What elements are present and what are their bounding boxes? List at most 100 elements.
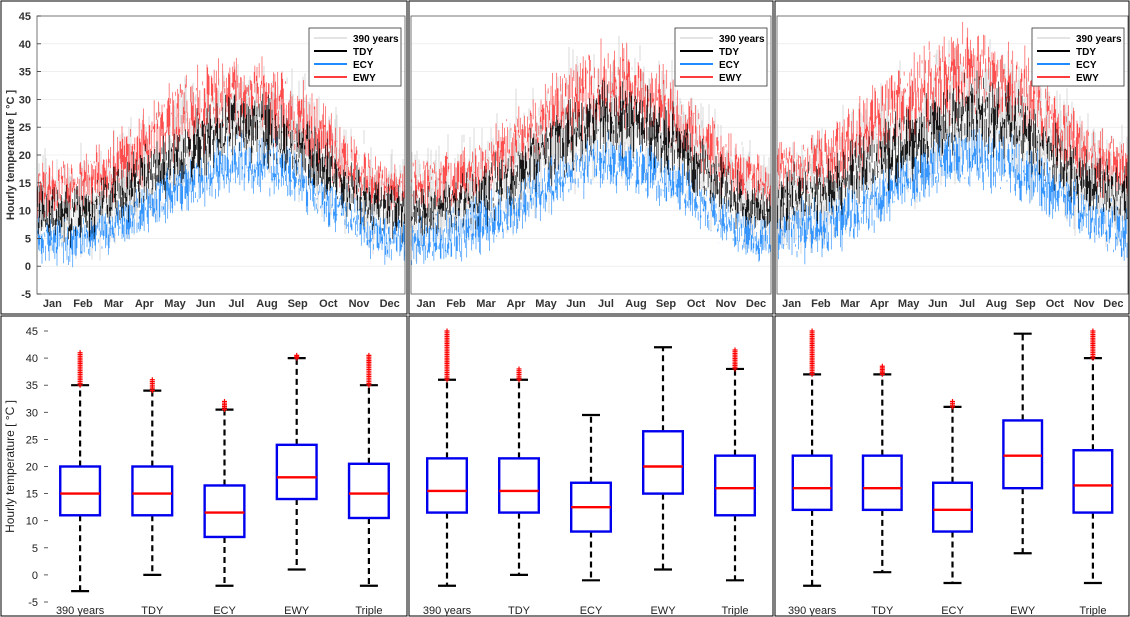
x-tick-label: Apr [870, 298, 890, 310]
line-chart-panel-2 [410, 15, 772, 295]
x-tick-label: Jul [598, 298, 614, 310]
legend-label: TDY [719, 47, 739, 58]
x-tick-label: ECY [213, 605, 236, 617]
legend-label: 390 years [719, 34, 765, 45]
x-tick-label: Dec [1103, 298, 1123, 310]
x-tick-label: Dec [746, 298, 766, 310]
y-tick-label: 45 [26, 326, 38, 338]
outliers [77, 350, 83, 388]
panel-frame [774, 0, 1130, 315]
y-tick-label: 15 [19, 178, 31, 190]
box [1072, 449, 1114, 514]
y-tick-label: 30 [26, 407, 38, 419]
y-tick-label: 5 [32, 543, 38, 555]
x-tick-label: Sep [1016, 298, 1036, 310]
outliers [950, 398, 955, 410]
y-tick-label: 25 [26, 434, 38, 446]
panel-frame [408, 0, 774, 315]
x-tick-label: 390 years [423, 605, 472, 617]
x-tick-label: Nov [716, 298, 738, 310]
panel-frame [0, 315, 408, 617]
box-chart-panel-3 [791, 328, 1114, 587]
x-tick-label: Nov [349, 298, 371, 310]
x-tick-label: Aug [256, 298, 277, 310]
y-tick-label: 30 [19, 94, 31, 106]
legend-label: 390 years [353, 34, 399, 45]
x-tick-label: Sep [288, 298, 308, 310]
x-tick-label: Oct [319, 298, 338, 310]
x-tick-label: May [535, 298, 557, 310]
x-tick-label: Feb [446, 298, 466, 310]
plot-area [410, 15, 772, 295]
x-tick-label: Triple [355, 605, 382, 617]
line-chart-panel-3 [776, 15, 1129, 295]
x-tick-label: ECY [580, 605, 603, 617]
box [59, 465, 102, 517]
x-tick-label: Jun [566, 298, 586, 310]
outliers [222, 398, 227, 413]
x-tick-label: Apr [507, 298, 527, 310]
x-tick-label: Feb [811, 298, 831, 310]
series-tdy [36, 93, 406, 248]
y-tick-label: 40 [26, 353, 38, 365]
box [714, 454, 757, 517]
x-tick-label: TDY [508, 605, 531, 617]
x-tick-label: TDY [141, 605, 164, 617]
box [347, 462, 390, 520]
box-chart-panel-1 [44, 330, 390, 603]
x-tick-label: 390 years [56, 605, 105, 617]
x-tick-label: Feb [73, 298, 93, 310]
x-tick-label: Jan [43, 298, 62, 310]
legend-label: EWY [1076, 73, 1099, 84]
x-tick-label: May [164, 298, 186, 310]
legend-label: TDY [1076, 47, 1096, 58]
y-tick-label: 0 [32, 570, 38, 582]
x-tick-label: Jul [959, 298, 975, 310]
y-tick-label: 25 [19, 122, 31, 134]
outliers [149, 377, 155, 394]
x-tick-label: Jan [782, 298, 801, 310]
legend-label: EWY [353, 73, 376, 84]
y-tick-label: 35 [26, 380, 38, 392]
legend-label: EWY [719, 73, 742, 84]
legend-label: ECY [719, 60, 740, 71]
legend-label: 390 years [1076, 34, 1122, 45]
x-tick-label: Dec [380, 298, 400, 310]
outliers [294, 352, 300, 361]
x-tick-label: Triple [721, 605, 748, 617]
line-chart-panel-1 [36, 15, 406, 295]
outliers [444, 328, 450, 383]
outliers [366, 352, 372, 388]
y-tick-label: 35 [19, 67, 31, 79]
x-tick-label: Jul [228, 298, 244, 310]
outliers [879, 363, 885, 377]
box [931, 481, 974, 533]
x-tick-label: EWY [284, 605, 310, 617]
x-tick-label: Sep [656, 298, 676, 310]
box [498, 457, 541, 514]
plot-area [776, 15, 1129, 295]
x-tick-label: EWY [650, 605, 676, 617]
legend-label: ECY [353, 60, 374, 71]
x-tick-label: Mar [840, 298, 860, 310]
box [203, 484, 246, 539]
legend-label: TDY [353, 47, 373, 58]
x-tick-label: May [898, 298, 920, 310]
x-tick-label: Oct [687, 298, 706, 310]
y-tick-label: 0 [25, 261, 31, 273]
x-tick-label: TDY [871, 605, 894, 617]
box [275, 443, 318, 501]
box [791, 454, 833, 512]
x-tick-label: Aug [625, 298, 646, 310]
x-tick-label: Mar [476, 298, 496, 310]
x-tick-label: Jun [196, 298, 216, 310]
outliers [809, 328, 815, 377]
x-tick-label: Aug [986, 298, 1007, 310]
x-tick-label: Apr [135, 298, 155, 310]
y-tick-label: -5 [28, 597, 38, 609]
y-tick-label: 20 [19, 150, 31, 162]
x-tick-label: 390 years [788, 605, 837, 617]
x-tick-label: Nov [1074, 298, 1096, 310]
x-tick-label: ECY [941, 605, 964, 617]
